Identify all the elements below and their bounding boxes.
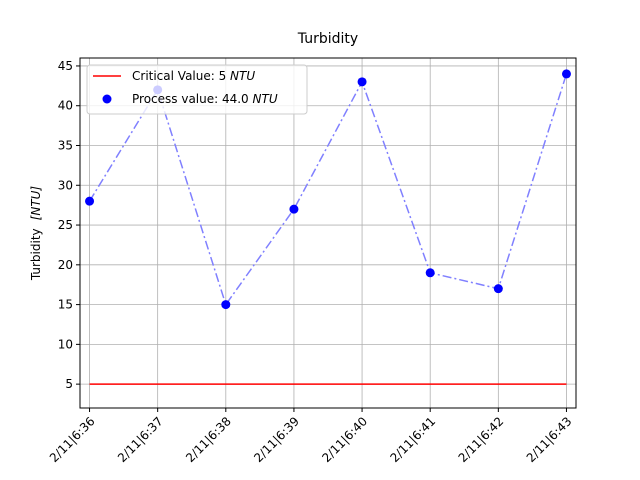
legend-box bbox=[86, 64, 308, 115]
y-axis-ticks: 5 10 15 20 25 30 35 40 45 bbox=[58, 59, 80, 391]
chart-title: Turbidity bbox=[297, 31, 358, 47]
legend-critical-label: Critical Value: 5 NTU bbox=[132, 69, 255, 83]
y-axis-label: Turbidity [NTU] bbox=[29, 186, 43, 282]
process-value-point bbox=[289, 204, 299, 214]
y-axis-label-name: Turbidity bbox=[29, 228, 43, 281]
y-tick-label: 20 bbox=[58, 258, 73, 272]
legend: Critical Value: 5 NTU Process value: 44.… bbox=[86, 64, 308, 115]
process-value-point bbox=[221, 300, 231, 310]
legend-process-prefix: Process value: 44.0 bbox=[132, 92, 253, 106]
process-value-point bbox=[85, 196, 95, 206]
y-tick-label: 35 bbox=[58, 139, 73, 153]
y-tick-label: 5 bbox=[65, 377, 73, 391]
legend-critical-unit: NTU bbox=[230, 69, 255, 83]
y-tick-label: 25 bbox=[58, 218, 73, 232]
process-value-point bbox=[425, 268, 435, 278]
y-tick-label: 30 bbox=[58, 178, 73, 192]
legend-process-swatch bbox=[102, 94, 112, 104]
process-value-point bbox=[357, 77, 367, 87]
legend-process-unit: NTU bbox=[253, 92, 278, 106]
process-value-point bbox=[561, 69, 571, 79]
process-value-line bbox=[88, 73, 568, 307]
y-axis-label-unit: [NTU] bbox=[29, 186, 43, 221]
y-tick-label: 10 bbox=[58, 337, 73, 351]
legend-critical-prefix: Critical Value: 5 bbox=[132, 69, 230, 83]
plot-frame bbox=[79, 57, 577, 409]
y-tick-label: 45 bbox=[58, 59, 73, 73]
y-tick-label: 40 bbox=[58, 99, 73, 113]
process-value-point bbox=[493, 284, 503, 294]
y-tick-label: 15 bbox=[58, 298, 73, 312]
legend-process-label: Process value: 44.0 NTU bbox=[132, 92, 278, 106]
